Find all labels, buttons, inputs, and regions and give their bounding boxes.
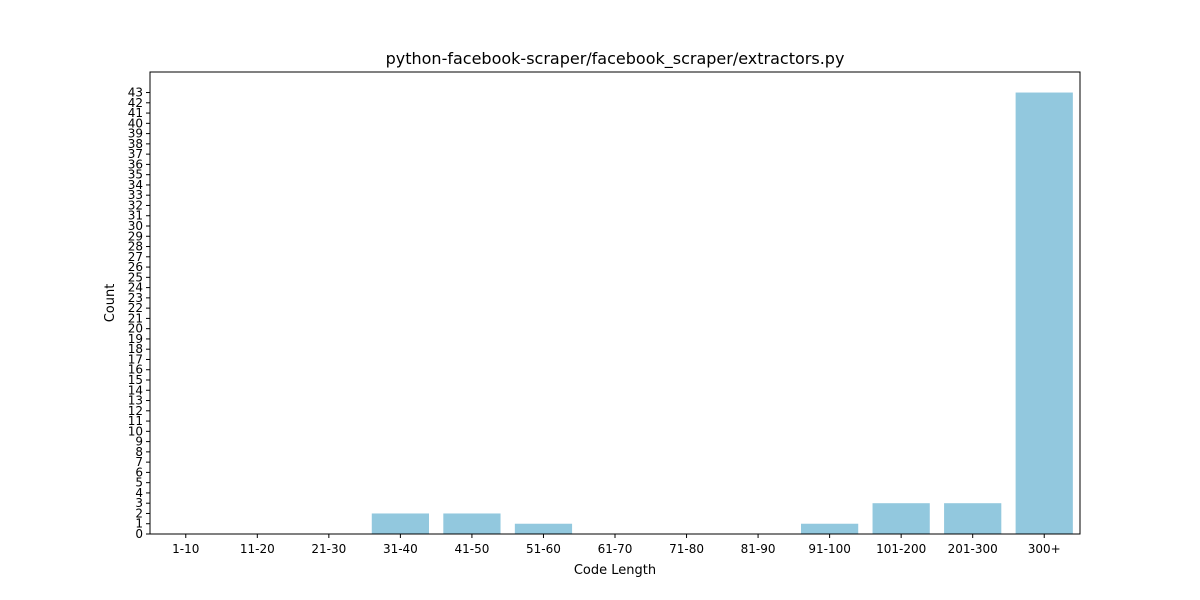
x-tick-label: 300+ — [1028, 542, 1061, 556]
bar-31-40 — [372, 513, 429, 534]
x-tick-label: 11-20 — [240, 542, 275, 556]
x-tick-label: 101-200 — [876, 542, 926, 556]
x-tick-label: 81-90 — [741, 542, 776, 556]
x-axis-ticks: 1-10 11-20 21-30 31-40 41-50 51-60 61-70 71-80 8… — [172, 534, 1061, 556]
x-tick-label: 61-70 — [598, 542, 633, 556]
x-tick-label: 31-40 — [383, 542, 418, 556]
bar-91-100 — [801, 524, 858, 534]
x-axis-label: Code Length — [574, 563, 656, 578]
y-axis-ticks: 0123456789101112131415161718192021222324… — [128, 86, 150, 541]
y-axis-label: Count — [103, 284, 118, 323]
x-tick-label: 91-100 — [808, 542, 851, 556]
bars-group — [372, 93, 1073, 534]
chart-title: python-facebook-scraper/facebook_scraper… — [386, 49, 845, 69]
x-tick-label: 41-50 — [454, 542, 489, 556]
bar-201-300 — [944, 503, 1001, 534]
y-tick-label: 43 — [128, 86, 143, 100]
bar-41-50 — [443, 513, 500, 534]
bar-101-200 — [873, 503, 930, 534]
x-tick-label: 1-10 — [172, 542, 199, 556]
bar-300+ — [1016, 93, 1073, 534]
x-tick-label: 201-300 — [948, 542, 998, 556]
bar-51-60 — [515, 524, 572, 534]
x-tick-label: 51-60 — [526, 542, 561, 556]
x-tick-label: 71-80 — [669, 542, 704, 556]
x-tick-label: 21-30 — [311, 542, 346, 556]
plot-frame — [150, 72, 1080, 534]
